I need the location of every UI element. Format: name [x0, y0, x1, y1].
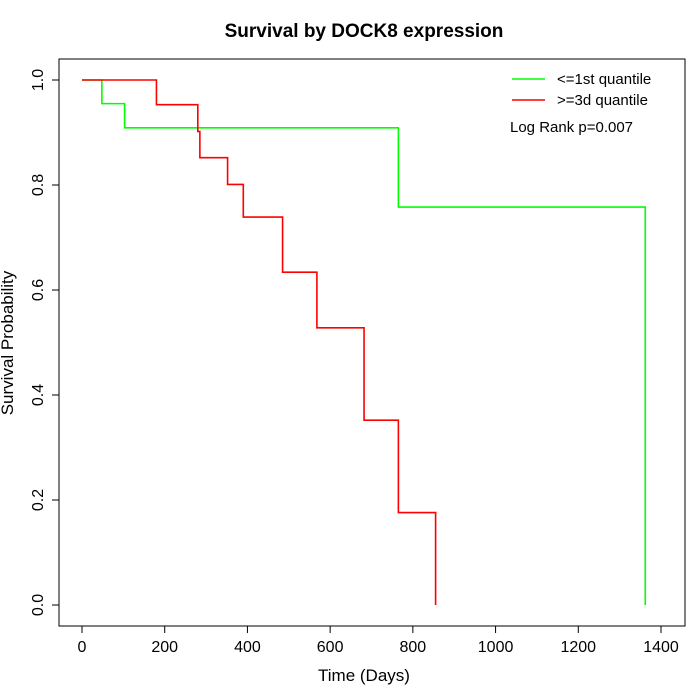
x-tick-label: 0 [78, 639, 87, 656]
series-line-1 [82, 79, 437, 605]
y-axis: 0.0 0.2 0.4 0.6 0.8 1.0 [30, 69, 60, 616]
log-rank-annotation: Log Rank p=0.007 [510, 119, 633, 136]
y-tick-label: 1.0 [30, 69, 47, 91]
x-tick-label: 1200 [560, 639, 596, 656]
plot-frame [58, 58, 686, 627]
chart-title: Survival by DOCK8 expression [225, 21, 504, 42]
x-axis: 0 200 400 600 800 1000 1200 1400 [78, 625, 679, 656]
series-line-0 [82, 79, 647, 605]
y-tick-label: 0.4 [30, 384, 47, 406]
y-tick-label: 0.8 [30, 174, 47, 196]
series-lines [82, 79, 647, 605]
x-tick-label: 1400 [643, 639, 679, 656]
legend: <=1st quantile >=3d quantile [512, 71, 651, 109]
x-tick-label: 800 [400, 639, 427, 656]
y-axis-label: Survival Probability [0, 270, 17, 415]
x-tick-label: 400 [234, 639, 261, 656]
y-tick-label: 0.6 [30, 279, 47, 301]
x-tick-label: 600 [317, 639, 344, 656]
y-tick-label: 0.2 [30, 489, 47, 511]
x-tick-label: 1000 [478, 639, 514, 656]
x-tick-label: 200 [151, 639, 178, 656]
legend-label: <=1st quantile [557, 71, 651, 88]
legend-label: >=3d quantile [557, 92, 648, 109]
y-tick-label: 0.0 [30, 594, 47, 616]
x-axis-label: Time (Days) [318, 666, 410, 685]
